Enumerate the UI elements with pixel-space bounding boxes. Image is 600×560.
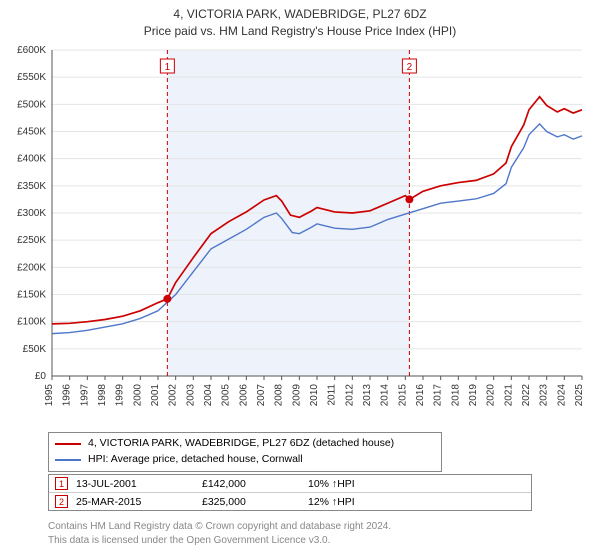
sale-date: 13-JUL-2001: [76, 478, 194, 490]
legend-item: HPI: Average price, detached house, Corn…: [55, 452, 435, 468]
svg-text:2017: 2017: [433, 384, 444, 407]
svg-text:2011: 2011: [327, 384, 338, 406]
legend-label: HPI: Average price, detached house, Corn…: [88, 452, 303, 468]
svg-text:2019: 2019: [468, 384, 479, 407]
svg-text:2003: 2003: [185, 384, 196, 407]
svg-text:1996: 1996: [62, 384, 73, 407]
svg-text:1995: 1995: [44, 384, 55, 407]
svg-text:2009: 2009: [291, 384, 302, 407]
sale-price: £325,000: [202, 496, 300, 508]
svg-text:2006: 2006: [238, 384, 249, 407]
attribution-line: This data is licensed under the Open Gov…: [48, 534, 568, 548]
svg-text:2018: 2018: [450, 384, 461, 407]
svg-text:1998: 1998: [97, 384, 108, 407]
svg-text:2: 2: [407, 62, 413, 73]
svg-text:£450K: £450K: [17, 127, 46, 138]
attribution-line: Contains HM Land Registry data © Crown c…: [48, 520, 568, 534]
svg-text:£200K: £200K: [17, 262, 46, 273]
svg-text:£50K: £50K: [23, 344, 47, 355]
sale-price: £142,000: [202, 478, 300, 490]
sale-marker-icon: 2: [55, 495, 68, 508]
svg-text:£400K: £400K: [17, 154, 46, 165]
sale-pct-vs-hpi: 10%HPI: [308, 478, 408, 490]
svg-text:2000: 2000: [132, 384, 143, 407]
svg-text:2020: 2020: [486, 384, 497, 407]
title-line1: 4, VICTORIA PARK, WADEBRIDGE, PL27 6DZ: [0, 6, 600, 23]
chart-area: £0 £50K £100K £150K £200K £250K £300K £350K £400…: [8, 44, 592, 424]
svg-text:2001: 2001: [150, 384, 161, 407]
table-row: 2 25-MAR-2015 £325,000 12%HPI: [49, 492, 531, 510]
svg-text:1: 1: [165, 62, 171, 73]
line-chart-svg: £0 £50K £100K £150K £200K £250K £300K £350K £400…: [8, 44, 592, 424]
svg-text:2024: 2024: [556, 384, 567, 407]
svg-text:2013: 2013: [362, 384, 373, 407]
svg-text:£150K: £150K: [17, 290, 46, 301]
chart-title: 4, VICTORIA PARK, WADEBRIDGE, PL27 6DZ P…: [0, 0, 600, 40]
svg-text:2008: 2008: [274, 384, 285, 407]
table-row: 1 13-JUL-2001 £142,000 10%HPI: [49, 475, 531, 492]
chart-container: 4, VICTORIA PARK, WADEBRIDGE, PL27 6DZ P…: [0, 0, 600, 560]
svg-text:2005: 2005: [221, 384, 232, 407]
sale-date: 25-MAR-2015: [76, 496, 194, 508]
svg-text:2004: 2004: [203, 384, 214, 407]
svg-text:2015: 2015: [397, 384, 408, 407]
svg-text:2022: 2022: [521, 384, 532, 407]
legend-item: 4, VICTORIA PARK, WADEBRIDGE, PL27 6DZ (…: [55, 436, 435, 452]
svg-text:2010: 2010: [309, 384, 320, 407]
svg-text:2014: 2014: [380, 384, 391, 407]
svg-text:£250K: £250K: [17, 235, 46, 246]
svg-text:£300K: £300K: [17, 208, 46, 219]
svg-text:£600K: £600K: [17, 45, 46, 56]
arrow-up-icon: [329, 496, 337, 508]
legend-swatch: [55, 443, 81, 445]
svg-text:1999: 1999: [115, 384, 126, 407]
svg-text:2002: 2002: [168, 384, 179, 407]
legend: 4, VICTORIA PARK, WADEBRIDGE, PL27 6DZ (…: [48, 432, 442, 472]
sale-marker-icon: 1: [55, 477, 68, 490]
svg-text:2012: 2012: [344, 384, 355, 407]
svg-text:2016: 2016: [415, 384, 426, 407]
svg-text:2023: 2023: [539, 384, 550, 407]
svg-text:1997: 1997: [79, 384, 90, 407]
sales-table: 1 13-JUL-2001 £142,000 10%HPI 2 25-MAR-2…: [48, 474, 532, 511]
svg-text:2021: 2021: [503, 384, 514, 407]
svg-text:£550K: £550K: [17, 72, 46, 83]
attribution-text: Contains HM Land Registry data © Crown c…: [48, 520, 568, 547]
sale-pct-vs-hpi: 12%HPI: [308, 496, 408, 508]
svg-text:2025: 2025: [574, 384, 585, 407]
svg-text:£100K: £100K: [17, 317, 46, 328]
svg-text:£500K: £500K: [17, 99, 46, 110]
svg-text:£350K: £350K: [17, 181, 46, 192]
arrow-up-icon: [329, 478, 337, 490]
svg-text:£0: £0: [35, 371, 47, 382]
legend-swatch: [55, 459, 81, 461]
title-line2: Price paid vs. HM Land Registry's House …: [0, 23, 600, 40]
legend-label: 4, VICTORIA PARK, WADEBRIDGE, PL27 6DZ (…: [88, 436, 394, 452]
svg-text:2007: 2007: [256, 384, 267, 407]
